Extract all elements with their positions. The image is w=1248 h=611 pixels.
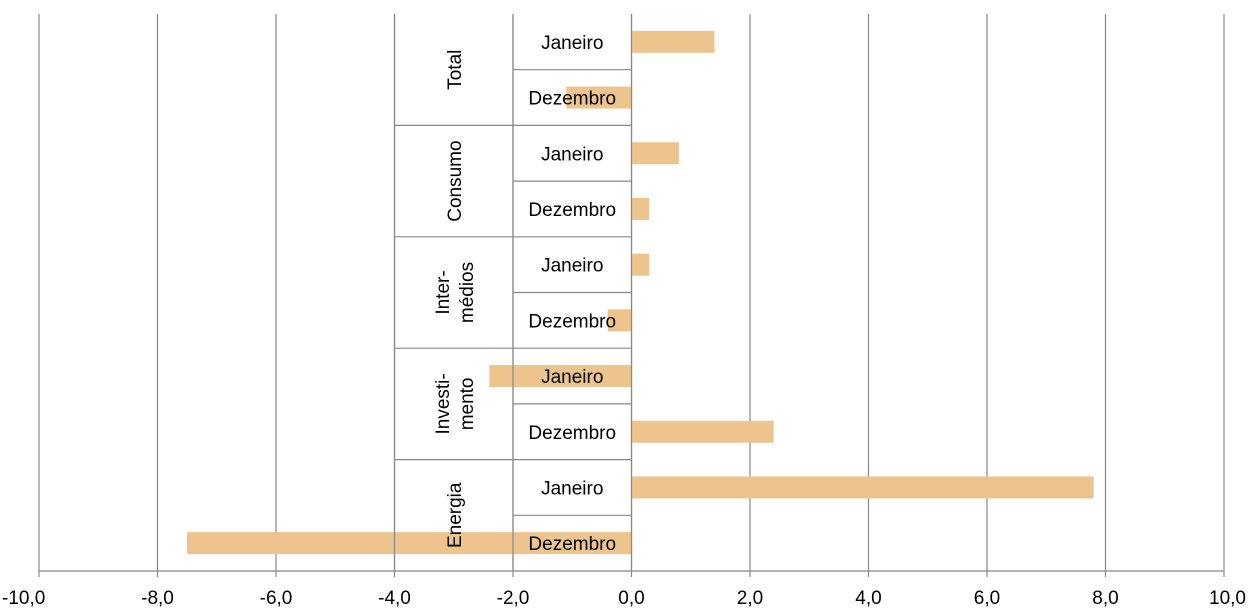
x-tick-label: 2,0 bbox=[737, 588, 763, 609]
bar-layer bbox=[187, 30, 1094, 555]
group-label: Investi- bbox=[433, 373, 454, 434]
bar bbox=[631, 142, 679, 165]
category-label: Janeiro bbox=[541, 33, 603, 54]
bar bbox=[631, 30, 715, 53]
x-axis: -10,0 -8,0 -6,0 -4,0 -2,0 0,0 2,0 4,0 6,0 8,0 10,0 bbox=[2, 570, 1246, 609]
category-table: Janeiro Dezembro Janeiro Dezembro Janeiro Dez… bbox=[393, 14, 633, 571]
group-label: médios bbox=[457, 262, 478, 323]
bar bbox=[187, 532, 632, 555]
category-label: Janeiro bbox=[541, 256, 603, 277]
category-label: Janeiro bbox=[541, 367, 603, 388]
x-tick-label: 8,0 bbox=[1092, 588, 1118, 609]
category-label: Janeiro bbox=[541, 144, 603, 165]
x-tick-label: 4,0 bbox=[855, 588, 881, 609]
x-tick-label: -2,0 bbox=[497, 588, 530, 609]
category-label: Dezembro bbox=[528, 89, 616, 110]
group-label: Total bbox=[445, 50, 466, 90]
x-tick-label: -10,0 bbox=[2, 588, 45, 609]
x-tick-label: 0,0 bbox=[618, 588, 644, 609]
x-tick-label: 10,0 bbox=[1209, 588, 1246, 609]
group-label: Energia bbox=[445, 482, 466, 548]
x-tick-label: -8,0 bbox=[141, 588, 174, 609]
x-tick-label: -6,0 bbox=[260, 588, 293, 609]
bar bbox=[631, 420, 774, 443]
bar bbox=[489, 365, 632, 388]
bar bbox=[566, 86, 632, 109]
category-label: Dezembro bbox=[528, 423, 616, 444]
category-label: Dezembro bbox=[528, 534, 616, 555]
x-tick-label: 6,0 bbox=[974, 588, 1000, 609]
bar bbox=[631, 197, 650, 220]
category-label: Dezembro bbox=[528, 200, 616, 221]
bar bbox=[631, 253, 650, 276]
bar bbox=[607, 309, 632, 332]
category-label: Janeiro bbox=[541, 478, 603, 499]
x-tick-label: -4,0 bbox=[378, 588, 411, 609]
category-label: Dezembro bbox=[528, 311, 616, 332]
group-label: Inter- bbox=[433, 270, 454, 314]
bar bbox=[631, 476, 1094, 499]
group-label: mento bbox=[457, 377, 478, 430]
group-label: Consumo bbox=[445, 140, 466, 221]
